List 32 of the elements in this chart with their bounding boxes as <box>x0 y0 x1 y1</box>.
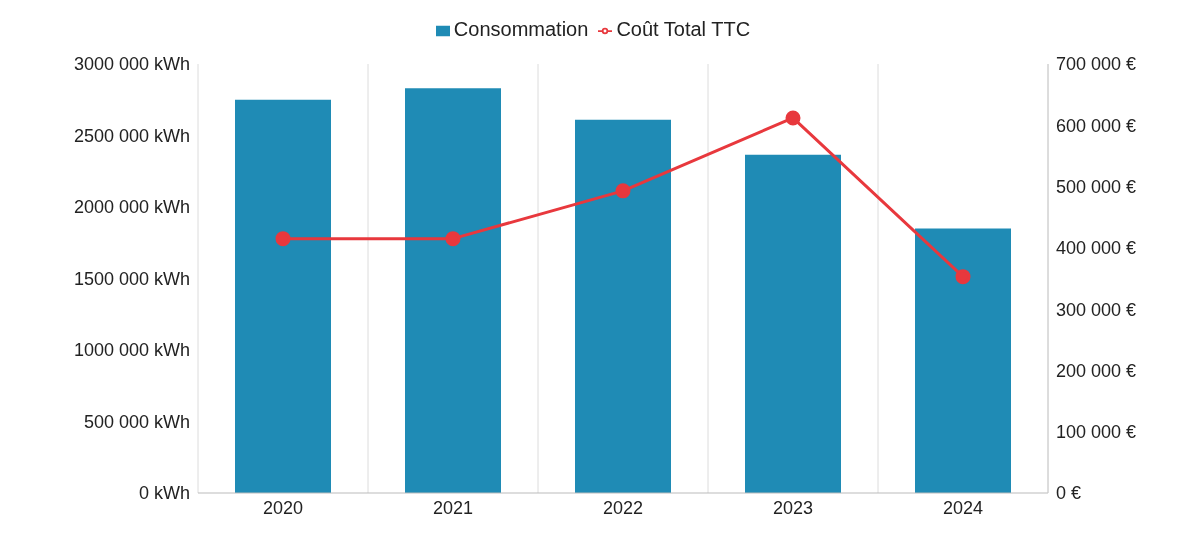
x-tick-label: 2020 <box>262 497 304 518</box>
x-tick-label: 2024 <box>942 497 984 518</box>
point <box>785 110 801 126</box>
point <box>955 269 971 285</box>
x-tick-label: 2021 <box>432 497 474 518</box>
legend-label: Consommation <box>453 18 589 40</box>
y-tick-label: 3000 000 kWh <box>73 54 190 75</box>
x-tick-label: 2022 <box>602 497 644 518</box>
y2-tick-label: 700 000 € <box>1056 54 1137 75</box>
y-tick-label: 1000 000 kWh <box>73 340 190 361</box>
y2-tick-label: 0 € <box>1056 483 1082 504</box>
bar <box>915 228 1011 493</box>
y-tick-label: 500 000 kWh <box>83 411 190 432</box>
point <box>615 183 631 199</box>
legend-label: Coût Total TTC <box>616 18 751 40</box>
point <box>275 231 291 247</box>
y-tick-label: 1500 000 kWh <box>73 268 190 289</box>
y2-tick-label: 100 000 € <box>1056 422 1137 443</box>
y2-tick-label: 300 000 € <box>1056 299 1137 320</box>
bar <box>235 99 331 493</box>
point <box>445 231 461 247</box>
y-tick-label: 0 kWh <box>138 483 190 504</box>
bar <box>575 119 671 493</box>
y2-tick-label: 200 000 € <box>1056 360 1137 381</box>
y2-tick-label: 600 000 € <box>1056 115 1137 136</box>
y-tick-label: 2500 000 kWh <box>73 125 190 146</box>
y2-tick-label: 400 000 € <box>1056 238 1137 259</box>
y-tick-label: 2000 000 kWh <box>73 197 190 218</box>
y2-tick-label: 500 000 € <box>1056 176 1137 197</box>
x-tick-label: 2023 <box>772 497 814 518</box>
bar <box>745 154 841 493</box>
bar <box>405 88 501 493</box>
